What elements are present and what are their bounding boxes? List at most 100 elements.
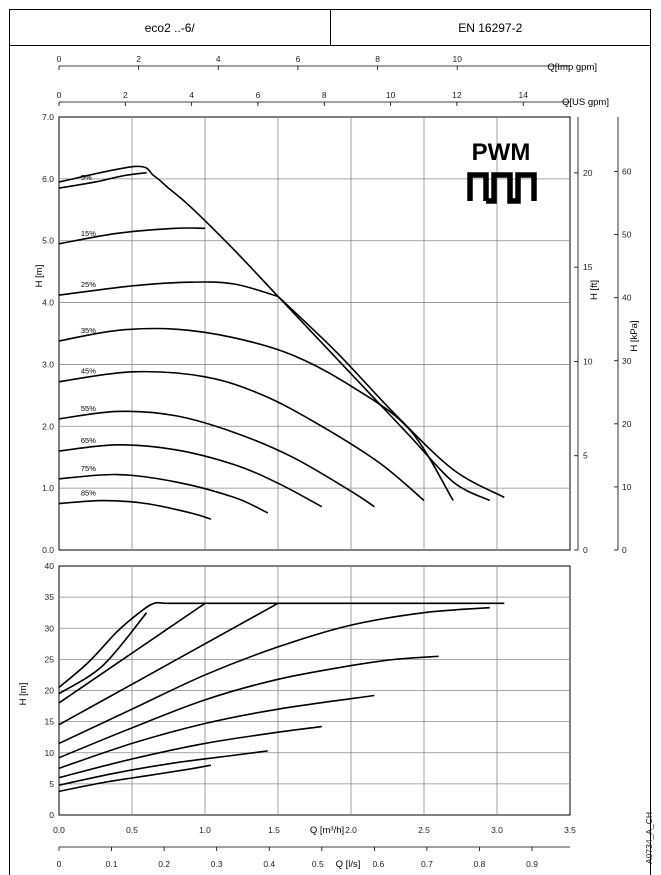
flow-ls-axis-label: Q [l/s] bbox=[336, 859, 361, 870]
bottom-y-tick-label: 40 bbox=[45, 561, 55, 571]
ls-tick-label: 0.1 bbox=[106, 859, 118, 869]
pwm-waveform-icon bbox=[467, 172, 537, 204]
power-curve bbox=[58, 764, 211, 793]
us-gpm-tick-label: 12 bbox=[452, 90, 462, 100]
bottom-x-tick-label: 2.0 bbox=[345, 825, 357, 835]
curve-label-5pct: 5% bbox=[81, 173, 92, 182]
bottom-x-tick-label: 3.0 bbox=[491, 825, 503, 835]
flow-m3h-axis-label: Q [m³/h] bbox=[310, 825, 344, 836]
head-curve-5pct bbox=[58, 171, 147, 189]
curve-label-15pct: 15% bbox=[81, 229, 96, 238]
power-curve bbox=[58, 750, 268, 786]
curve-label-85pct: 85% bbox=[81, 489, 96, 498]
power-curve bbox=[58, 601, 505, 688]
ls-tick-label: 0.9 bbox=[526, 859, 538, 869]
ls-tick-label: 0.8 bbox=[474, 859, 486, 869]
top-y-tick-label: 1.0 bbox=[42, 483, 54, 493]
curve-label-45pct: 45% bbox=[81, 367, 96, 376]
curve-label-25pct: 25% bbox=[81, 280, 96, 289]
ls-tick-label: 0.3 bbox=[211, 859, 223, 869]
top-plot-area bbox=[58, 116, 571, 551]
head-curve-55pct bbox=[58, 410, 375, 508]
top-y-tick-label: 5.0 bbox=[42, 236, 54, 246]
us-gpm-axis-label: Q[US gpm] bbox=[562, 97, 609, 108]
top-y-tick-label: 6.0 bbox=[42, 174, 54, 184]
ls-tick-label: 0.2 bbox=[158, 859, 170, 869]
curve-label-75pct: 75% bbox=[81, 464, 96, 473]
chart-frame bbox=[9, 45, 651, 875]
top-y-tick-label: 3.0 bbox=[42, 359, 54, 369]
head-curve-25pct bbox=[58, 281, 279, 298]
us-gpm-tick-label: 8 bbox=[322, 90, 327, 100]
head-ft-axis-label: H [ft] bbox=[589, 280, 600, 300]
power-curve bbox=[58, 612, 148, 695]
us-gpm-tick-label: 4 bbox=[189, 90, 194, 100]
kpa-tick-label: 40 bbox=[622, 293, 632, 303]
head-envelope-curve bbox=[58, 165, 491, 502]
kpa-tick-label: 60 bbox=[622, 167, 632, 177]
bottom-y-tick-label: 0 bbox=[49, 810, 54, 820]
pwm-logo-text: PWM bbox=[472, 139, 531, 166]
us-gpm-tick-label: 14 bbox=[519, 90, 529, 100]
standard-label: EN 16297-2 bbox=[329, 10, 651, 45]
ft-tick-label: 5 bbox=[583, 451, 588, 461]
head-curve-85pct bbox=[58, 499, 212, 520]
us-gpm-tick-label: 0 bbox=[57, 90, 62, 100]
us-gpm-tick-label: 10 bbox=[386, 90, 396, 100]
bottom-y-tick-label: 5 bbox=[49, 779, 54, 789]
power-curve bbox=[58, 725, 322, 779]
power-curve bbox=[58, 606, 490, 745]
head-curve-75pct bbox=[58, 473, 269, 514]
curve-label-35pct: 35% bbox=[81, 326, 96, 335]
head-curve-45pct bbox=[58, 370, 425, 502]
ft-tick-label: 10 bbox=[583, 356, 593, 366]
figure-id: A0734_A_CH bbox=[644, 812, 654, 864]
us-gpm-tick-label: 2 bbox=[123, 90, 128, 100]
pwm-logo: PWM bbox=[467, 139, 537, 204]
head-curve-65pct bbox=[58, 444, 323, 508]
ls-tick-label: 0.5 bbox=[312, 859, 324, 869]
imp-gpm-axis-label: Q[Imp gpm] bbox=[547, 62, 597, 73]
kpa-tick-label: 10 bbox=[622, 482, 632, 492]
bottom-x-tick-label: 2.5 bbox=[418, 825, 430, 835]
curve-label-65pct: 65% bbox=[81, 436, 96, 445]
head-envelope-curve bbox=[277, 295, 505, 499]
imp-gpm-tick-label: 4 bbox=[216, 54, 221, 64]
head-kpa-axis-label: H [kPa] bbox=[629, 320, 640, 351]
kpa-tick-label: 0 bbox=[622, 545, 627, 555]
imp-gpm-tick-label: 0 bbox=[57, 54, 62, 64]
imp-gpm-tick-label: 10 bbox=[452, 54, 462, 64]
ft-tick-label: 20 bbox=[583, 168, 593, 178]
bottom-y-tick-label: 15 bbox=[45, 717, 55, 727]
bottom-y-tick-label: 25 bbox=[45, 654, 55, 664]
bottom-x-tick-label: 1.5 bbox=[268, 825, 280, 835]
kpa-tick-label: 50 bbox=[622, 230, 632, 240]
top-y-tick-label: 7.0 bbox=[42, 112, 54, 122]
kpa-tick-label: 20 bbox=[622, 419, 632, 429]
ft-tick-label: 15 bbox=[583, 262, 593, 272]
header-table: eco2 ..-6/ EN 16297-2 bbox=[9, 9, 651, 46]
power-curve bbox=[58, 655, 439, 759]
bottom-y-tick-label: 30 bbox=[45, 623, 55, 633]
top-y-tick-label: 2.0 bbox=[42, 421, 54, 431]
bottom-x-tick-label: 0.0 bbox=[53, 825, 65, 835]
bottom-x-tick-label: 3.5 bbox=[564, 825, 576, 835]
kpa-tick-label: 30 bbox=[622, 356, 632, 366]
bottom-x-tick-label: 1.0 bbox=[199, 825, 211, 835]
imp-gpm-tick-label: 2 bbox=[136, 54, 141, 64]
us-gpm-tick-label: 6 bbox=[256, 90, 261, 100]
curve-label-55pct: 55% bbox=[81, 404, 96, 413]
bottom-y-tick-label: 10 bbox=[45, 748, 55, 758]
top-y-tick-label: 4.0 bbox=[42, 298, 54, 308]
bottom-y-tick-label: 35 bbox=[45, 592, 55, 602]
ft-tick-label: 0 bbox=[583, 545, 588, 555]
head-m-axis-label-bottom: H [m] bbox=[18, 683, 29, 706]
head-curve-15pct bbox=[58, 227, 206, 245]
power-curve bbox=[58, 602, 279, 726]
bottom-x-tick-label: 0.5 bbox=[126, 825, 138, 835]
imp-gpm-tick-label: 8 bbox=[375, 54, 380, 64]
top-y-tick-label: 0.0 bbox=[42, 545, 54, 555]
head-m-axis-label-top: H [m] bbox=[34, 265, 45, 288]
model-label: eco2 ..-6/ bbox=[144, 20, 195, 35]
